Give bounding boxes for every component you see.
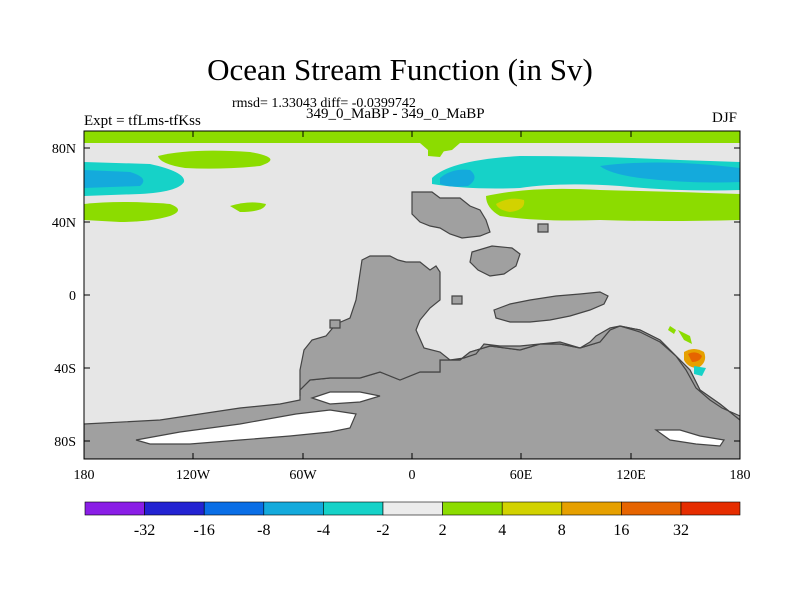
lon-ticks bbox=[192, 131, 632, 459]
lon-label: 0 bbox=[409, 468, 416, 483]
colorbar-bin bbox=[621, 501, 682, 516]
colorbar-label: -2 bbox=[376, 522, 389, 539]
colorbar-label: -8 bbox=[257, 522, 270, 539]
map-area bbox=[84, 131, 740, 459]
season-label: DJF bbox=[712, 110, 738, 126]
experiment-subtitle: 349_0_MaBP - 349_0_MaBP bbox=[306, 106, 485, 122]
lat-label: 40S bbox=[54, 362, 76, 377]
contour-fill bbox=[84, 202, 178, 222]
experiment-label: Expt = tfLms-tfKss bbox=[84, 113, 201, 129]
lon-label: 180 bbox=[74, 468, 95, 483]
contour-fill bbox=[678, 330, 692, 344]
contour-fill bbox=[600, 162, 740, 183]
colorbar-label: -4 bbox=[317, 522, 330, 539]
contour-fill bbox=[428, 150, 444, 157]
inlet bbox=[310, 391, 381, 405]
colorbar-bin bbox=[323, 501, 384, 516]
contour-fill bbox=[688, 352, 702, 362]
lat-label: 0 bbox=[69, 289, 76, 304]
plot-title: Ocean Stream Function (in Sv) bbox=[207, 52, 593, 87]
contour-fill bbox=[420, 143, 460, 152]
colorbar-label: 8 bbox=[558, 522, 566, 539]
lat-label: 40N bbox=[52, 216, 76, 231]
contour-fill bbox=[230, 202, 266, 212]
colorbar-label: -32 bbox=[134, 522, 155, 539]
lon-label: 180 bbox=[730, 468, 751, 483]
gondwana bbox=[299, 255, 740, 421]
colorbar-bin bbox=[203, 501, 265, 516]
contour-fill bbox=[694, 366, 706, 376]
colorbar-label: 32 bbox=[673, 522, 689, 539]
lat-ticks bbox=[84, 147, 740, 442]
colorbar-bin bbox=[501, 501, 563, 516]
contour-fill bbox=[440, 169, 475, 187]
lat-label: 80S bbox=[54, 435, 76, 450]
colorbar-label: 2 bbox=[439, 522, 447, 539]
colorbar-label: -16 bbox=[194, 522, 215, 539]
colorbar-bin bbox=[382, 501, 443, 516]
lon-label: 120E bbox=[616, 468, 646, 483]
inlet bbox=[654, 429, 726, 447]
contour-fill bbox=[668, 326, 676, 334]
colorbar-label: 16 bbox=[613, 522, 629, 539]
north-block bbox=[411, 191, 491, 239]
antarctic-inlets bbox=[135, 391, 726, 447]
stats-label: rmsd= 1.33043 diff= -0.0399742 bbox=[232, 96, 416, 111]
lon-label: 60E bbox=[510, 468, 533, 483]
lon-label: 60W bbox=[289, 468, 317, 483]
contour-fill bbox=[486, 188, 740, 221]
contour-fill bbox=[158, 150, 271, 169]
islet bbox=[537, 223, 549, 233]
east-block bbox=[493, 291, 609, 323]
islet bbox=[451, 295, 463, 305]
colorbar-bin bbox=[144, 501, 205, 516]
contour-fill bbox=[496, 198, 525, 212]
colorbar bbox=[84, 501, 741, 516]
islet bbox=[329, 319, 341, 329]
colorbar-bin bbox=[263, 501, 324, 516]
colorbar-label: 4 bbox=[498, 522, 506, 539]
colorbar-bin bbox=[84, 501, 145, 516]
colorbar-bin bbox=[680, 501, 741, 516]
inlet bbox=[135, 409, 357, 445]
lon-label: 120W bbox=[176, 468, 211, 483]
colorbar-bin bbox=[561, 501, 622, 516]
contour-fill bbox=[84, 170, 144, 188]
lat-label: 80N bbox=[52, 142, 76, 157]
small-block bbox=[469, 245, 521, 277]
colorbar-bin bbox=[442, 501, 503, 516]
